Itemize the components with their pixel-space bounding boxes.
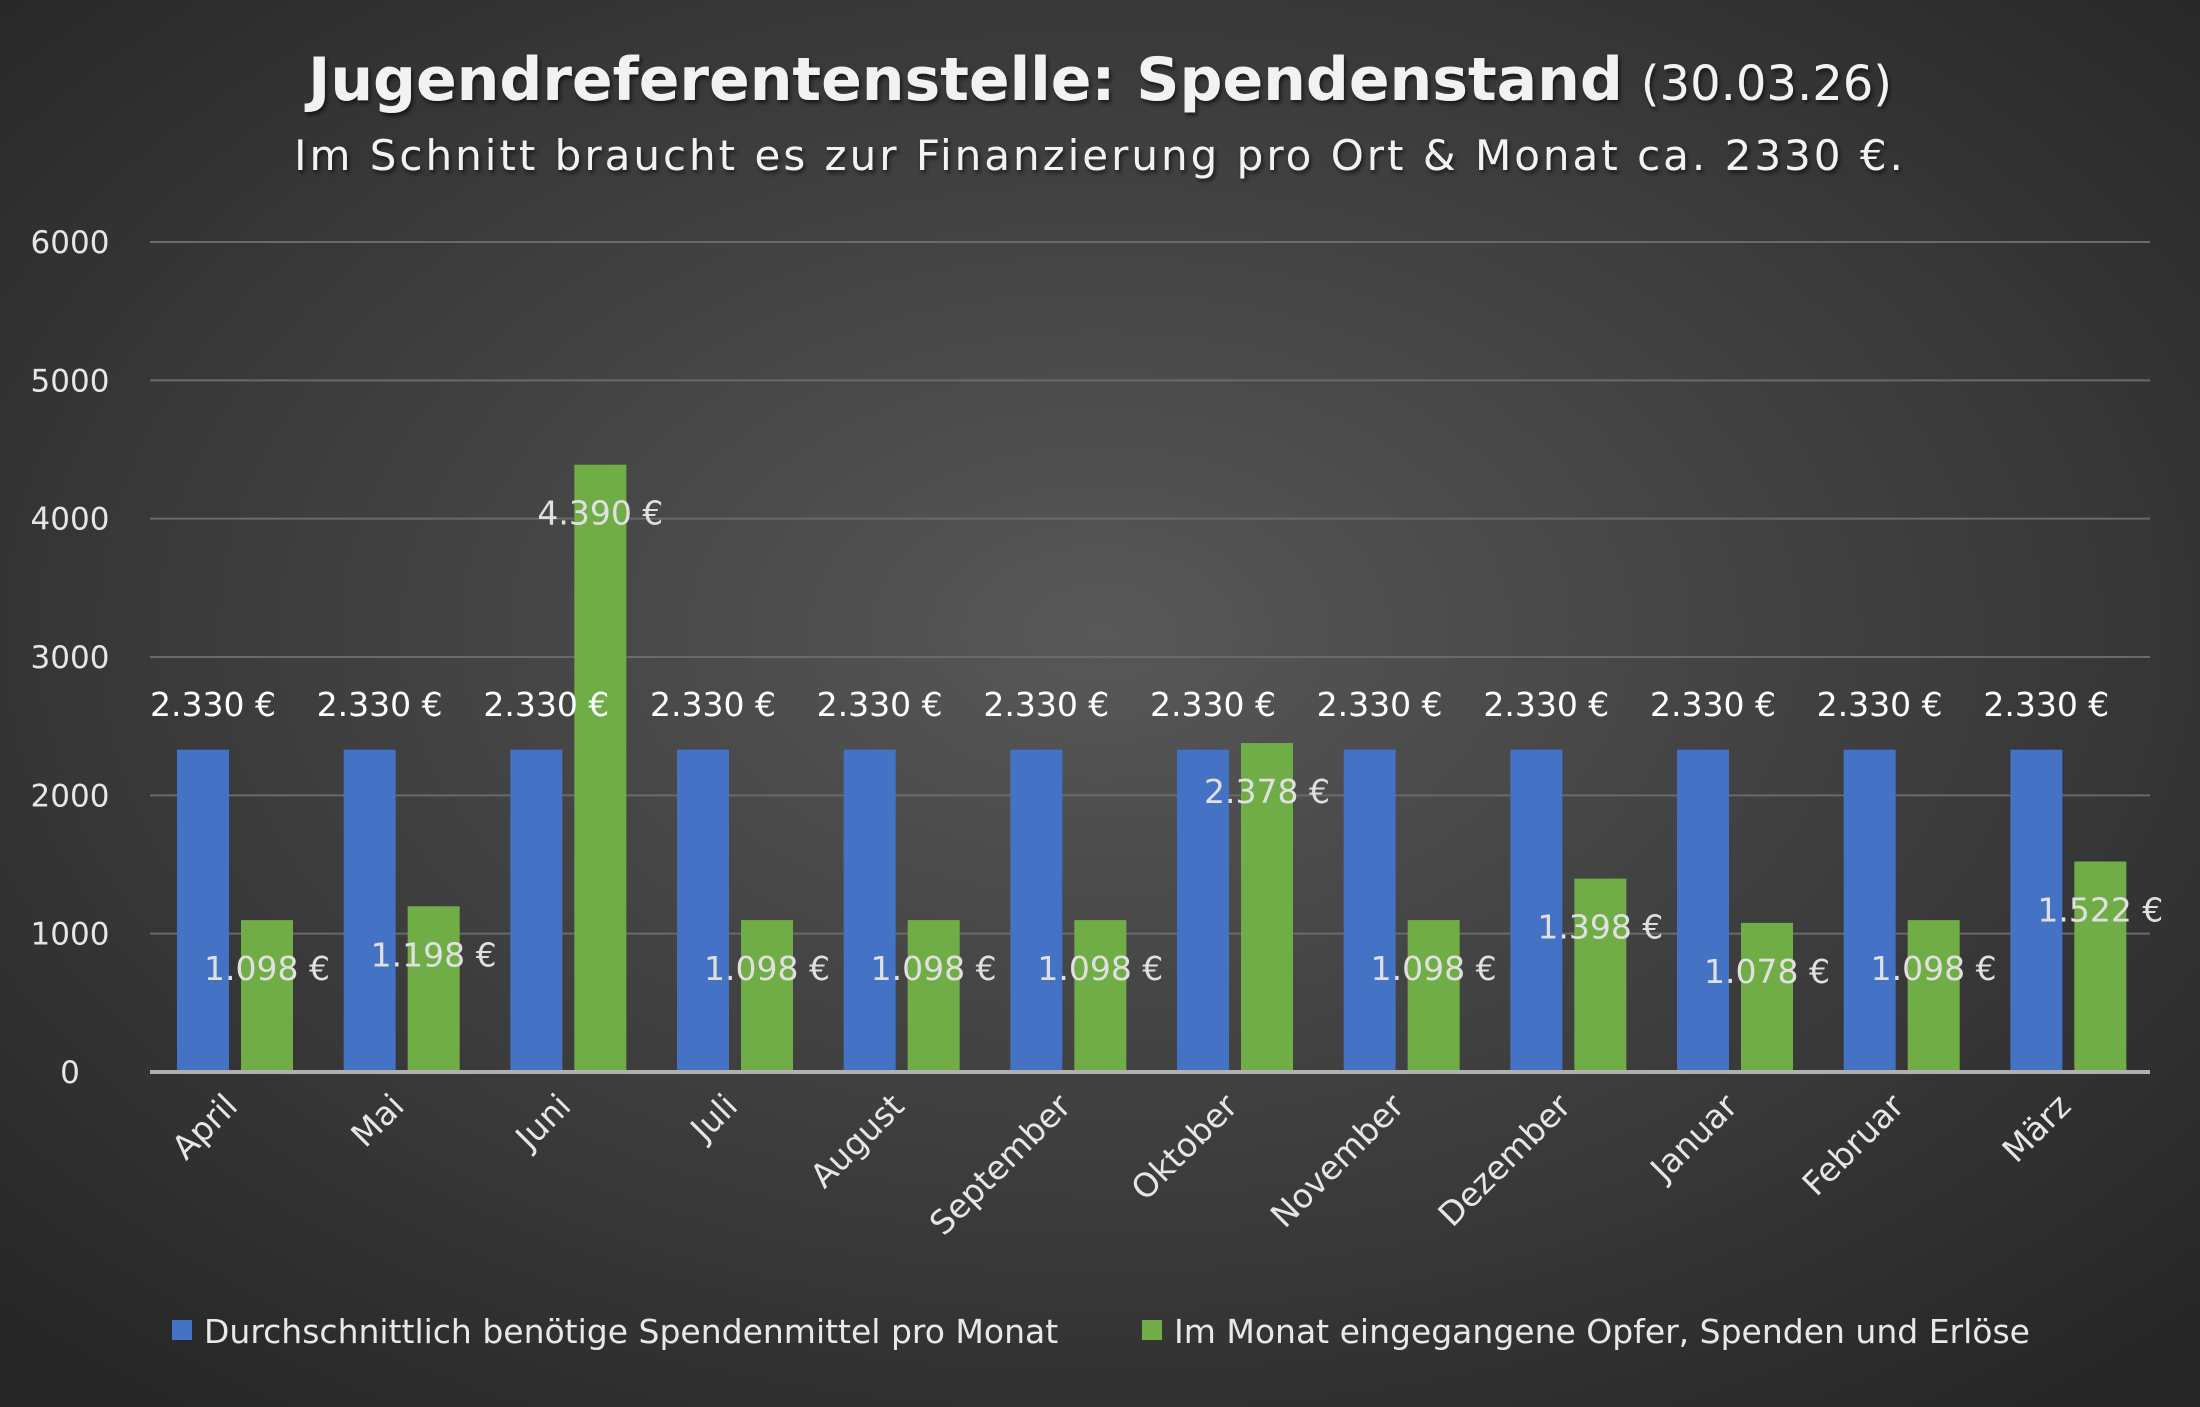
y-tick-label: 0 — [60, 1055, 80, 1091]
bar-required — [1343, 749, 1396, 1072]
bar-received — [2074, 861, 2127, 1072]
bar-required — [510, 749, 563, 1072]
bar-received — [1074, 920, 1127, 1072]
bar-required — [1010, 749, 1063, 1072]
legend-swatch-received — [1142, 1320, 1162, 1340]
bar-received — [1407, 920, 1460, 1072]
bar-required — [2010, 749, 2063, 1072]
data-label-received: 1.522 € — [2037, 890, 2163, 929]
data-label-required: 2.330 € — [317, 685, 443, 724]
data-label-received: 1.078 € — [1704, 952, 1830, 991]
data-label-required: 2.330 € — [1150, 685, 1276, 724]
bar-required — [1677, 749, 1729, 1072]
chart-subtitle: Im Schnitt braucht es zur Finanzierung p… — [294, 131, 1906, 180]
data-label-received: 1.198 € — [371, 935, 497, 974]
y-tick-label: 1000 — [31, 917, 110, 953]
bar-received — [407, 906, 460, 1072]
legend-swatch-required — [172, 1320, 192, 1340]
data-label-received: 4.390 € — [537, 494, 663, 533]
data-label-required: 2.330 € — [1483, 685, 1609, 724]
legend-label-received: Im Monat eingegangene Opfer, Spenden und… — [1174, 1312, 2030, 1351]
legend-label-required: Durchschnittlich benötige Spendenmittel … — [204, 1312, 1058, 1351]
data-label-received: 1.098 € — [1037, 949, 1163, 988]
bar-received — [1241, 743, 1293, 1072]
bar-received — [574, 464, 627, 1072]
chart-title: Jugendreferentenstelle: Spendenstand (30.… — [304, 45, 1892, 115]
bar-received — [741, 920, 793, 1072]
chart-title-main: Jugendreferentenstelle: Spendenstand — [304, 45, 1623, 115]
data-label-received: 1.398 € — [1537, 908, 1663, 947]
bar-required — [843, 749, 896, 1072]
bar-required — [177, 749, 229, 1072]
chart-title-date: (30.03.26) — [1641, 56, 1892, 112]
data-label-required: 2.330 € — [483, 685, 609, 724]
data-label-required: 2.330 € — [650, 685, 776, 724]
y-tick-label: 5000 — [31, 363, 110, 399]
bar-required — [1177, 749, 1229, 1072]
y-tick-label: 2000 — [31, 778, 110, 814]
data-label-required: 2.330 € — [1650, 685, 1776, 724]
bar-required — [1843, 749, 1896, 1072]
bar-received — [907, 920, 960, 1072]
bar-required — [1510, 749, 1563, 1072]
data-label-received: 1.098 € — [1871, 949, 1997, 988]
y-tick-label: 4000 — [31, 502, 110, 538]
data-label-required: 2.330 € — [150, 685, 276, 724]
data-label-received: 1.098 € — [204, 949, 330, 988]
data-label-received: 1.098 € — [1371, 949, 1497, 988]
data-label-required: 2.330 € — [817, 685, 943, 724]
bar-received — [1741, 922, 1793, 1072]
data-label-received: 1.098 € — [704, 949, 830, 988]
y-tick-label: 6000 — [31, 225, 110, 261]
data-label-received: 1.098 € — [871, 949, 997, 988]
bar-received — [1907, 920, 1960, 1072]
bar-received — [1574, 878, 1627, 1072]
data-label-required: 2.330 € — [1983, 685, 2109, 724]
data-label-required: 2.330 € — [1817, 685, 1943, 724]
data-label-received: 2.378 € — [1204, 772, 1330, 811]
bar-required — [343, 749, 396, 1072]
legend: Durchschnittlich benötige Spendenmittel … — [172, 1312, 2030, 1351]
data-label-required: 2.330 € — [983, 685, 1109, 724]
y-tick-label: 3000 — [31, 640, 110, 676]
bar-required — [677, 749, 729, 1072]
bar-received — [241, 920, 293, 1072]
data-label-required: 2.330 € — [1317, 685, 1443, 724]
